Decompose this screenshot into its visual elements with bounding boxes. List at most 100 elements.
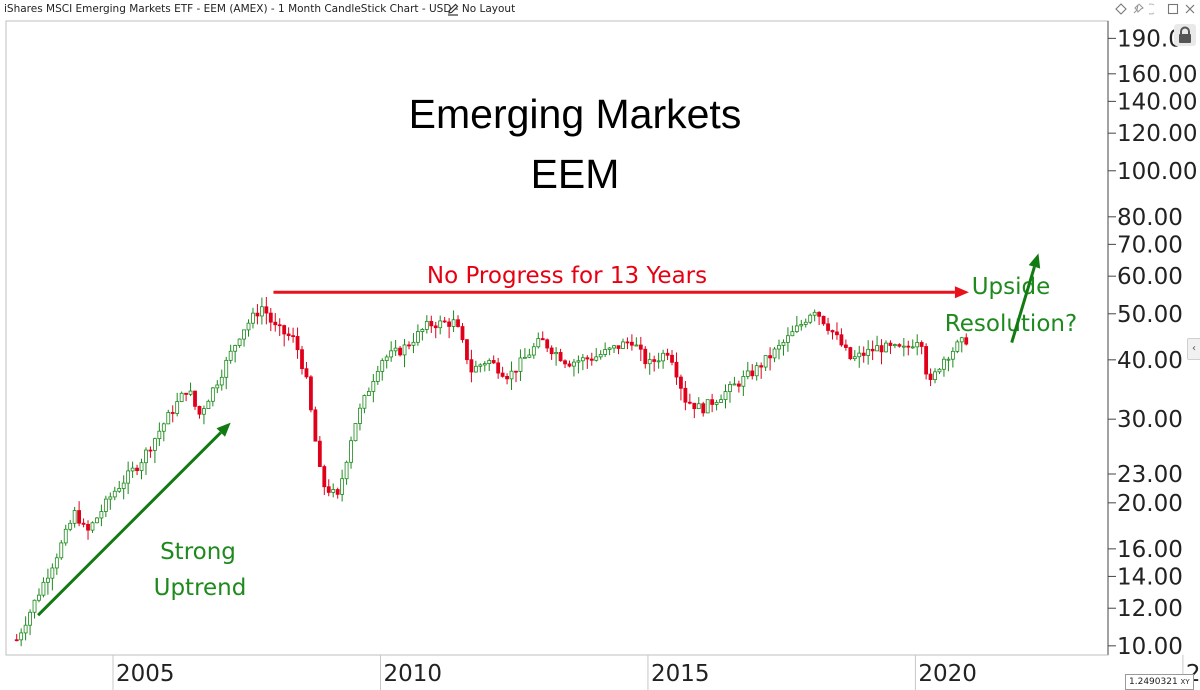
candle-down [625,337,630,350]
price-tick-label: 190.0 [1117,26,1183,52]
candle-down [255,304,260,325]
candle-up [358,403,362,431]
candle-up [224,356,229,390]
candle-down [545,338,550,353]
candle-down [81,518,86,528]
candle-up [576,355,581,374]
candle-up [99,504,104,527]
price-tick-label: 120.00 [1117,121,1197,147]
time-tick-label: 2005 [116,661,175,687]
candle-down [830,329,835,340]
candle-up [910,339,915,349]
candle-up [112,486,117,501]
candle-down [674,352,679,385]
candle-up [121,475,126,500]
candle-down [460,322,465,343]
candle-down [879,339,884,365]
price-tick-label: 14.00 [1117,564,1183,590]
upside-arrow [1010,253,1041,343]
candle-down [135,464,139,476]
collapse-chevron-icon[interactable]: ‹ [1187,338,1200,360]
close-icon[interactable] [1183,2,1197,16]
price-tick-label: 20.00 [1117,491,1183,517]
diamond-icon[interactable] [1114,2,1128,16]
candle-down [665,348,670,361]
candle-up [518,349,523,381]
candle-up [509,361,514,390]
candle-down [643,346,648,369]
candle-up [728,381,732,403]
candle-down [670,349,674,366]
candle-up [884,340,888,353]
candle-up [63,524,68,546]
candle-up [251,307,255,329]
candle-up [344,460,349,485]
candle-up [206,399,211,410]
candle-up [741,370,746,396]
candle-up [866,340,871,365]
candle-down [919,340,924,355]
candle-up [246,319,251,337]
candle-up [893,343,897,349]
candle-up [594,348,599,362]
candle-down [14,634,19,642]
candle-up [166,409,171,425]
restore-icon[interactable] [1149,2,1163,16]
candle-up [719,394,723,403]
candle-up [152,437,157,464]
candle-down [589,352,594,366]
candle-up [754,362,759,381]
candle-down [750,364,755,380]
candle-up [950,347,955,368]
xy-readout-value: 1.2490321 [1129,677,1178,687]
candle-down [567,360,572,368]
candle-up [375,365,380,385]
candle-up [915,334,920,356]
candle-up [857,345,862,368]
time-tick-label: 2020 [918,661,977,687]
candle-down [429,315,434,333]
candle-down [736,380,741,393]
candle-down [291,327,295,343]
candle-up [612,344,616,353]
annotations-layer: Emerging Markets EEM No Progress for 13 … [154,91,1078,601]
candle-down [710,393,715,413]
candle-down [701,401,706,417]
candle-down [277,318,282,337]
candle-up [353,423,358,442]
candle-up [424,315,429,334]
candle-up [799,319,804,331]
candle-up [777,339,781,360]
candle-down [184,392,189,402]
candle-down [295,327,300,359]
candle-down [540,331,545,341]
pin-icon[interactable] [1131,2,1145,16]
price-tick-label: 30.00 [1117,407,1183,433]
time-tick-label: 2010 [383,661,442,687]
resolution-label: Resolution? [945,311,1077,337]
candle-down [514,370,518,383]
candle-down [268,308,273,332]
candle-up [580,354,585,371]
candle-down [821,315,826,326]
candle-down [469,349,474,383]
candle-down [282,324,287,347]
maximize-icon[interactable] [1166,2,1180,16]
candle-up [54,553,59,575]
header-bar: iShares MSCI Emerging Markets ETF - EEM … [0,0,1200,20]
candle-down [549,345,554,360]
lock-icon[interactable] [1174,24,1196,46]
candle-up [705,399,710,414]
chart-header-title: iShares MSCI Emerging Markets ETF - EEM … [4,3,516,15]
candle-up [723,384,728,409]
candle-down [888,340,893,354]
candle-up [714,399,719,411]
candle-up [933,368,937,384]
candle-up [72,506,77,528]
candle-up [95,517,99,524]
edit-icon[interactable] [446,2,460,16]
candle-down [264,297,269,325]
candle-up [647,352,652,375]
price-tick-label: 100.00 [1117,159,1197,185]
